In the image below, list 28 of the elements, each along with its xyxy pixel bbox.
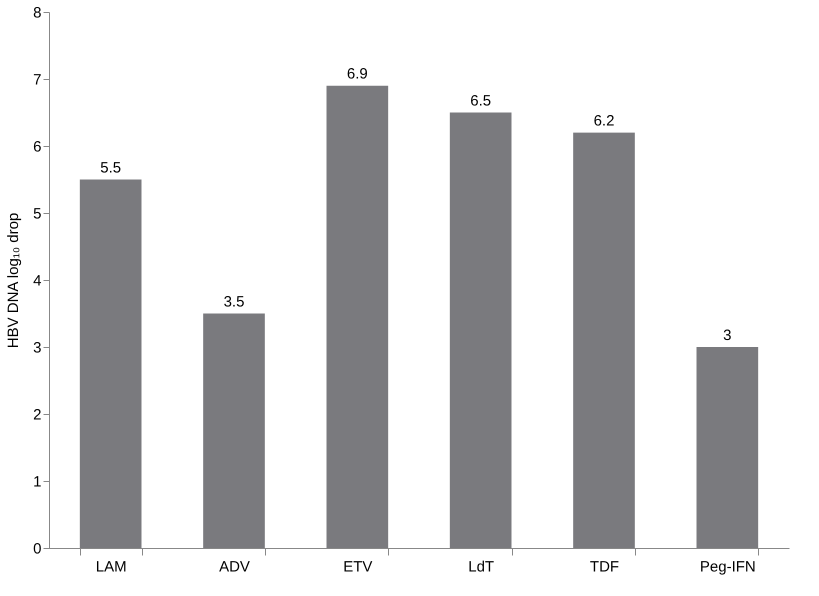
y-axis-title: HBV DNA log₁₀ drop <box>5 212 22 348</box>
bar <box>203 314 265 548</box>
y-tick-label: 6 <box>33 138 42 156</box>
x-tick-label: Peg-IFN <box>700 558 756 576</box>
data-label: 5.5 <box>100 160 122 176</box>
x-tick-label: ETV <box>343 558 372 576</box>
data-label: 3 <box>723 327 732 344</box>
x-tick-label: LdT <box>468 558 494 576</box>
y-tick-label: 0 <box>33 540 42 558</box>
y-tick-label: 3 <box>33 340 42 356</box>
y-tick-label: 8 <box>33 4 42 22</box>
bar <box>326 86 388 548</box>
y-tick-label: 7 <box>33 72 42 88</box>
x-tick-label: TDF <box>590 558 620 576</box>
x-tick-label: LAM <box>96 558 127 576</box>
bar <box>80 180 142 548</box>
data-label: 6.5 <box>470 92 492 110</box>
data-label: 6.9 <box>346 66 368 83</box>
y-tick-label: 1 <box>33 474 42 490</box>
bar <box>450 112 512 548</box>
y-tick-label: 5 <box>33 206 42 222</box>
data-label: 3.5 <box>224 294 244 310</box>
data-label: 6.2 <box>594 112 614 130</box>
y-tick-label: 2 <box>33 406 42 424</box>
y-tick-label: 4 <box>33 272 42 290</box>
bar <box>696 347 758 548</box>
x-tick-label: ADV <box>219 558 250 576</box>
bar <box>573 132 635 548</box>
